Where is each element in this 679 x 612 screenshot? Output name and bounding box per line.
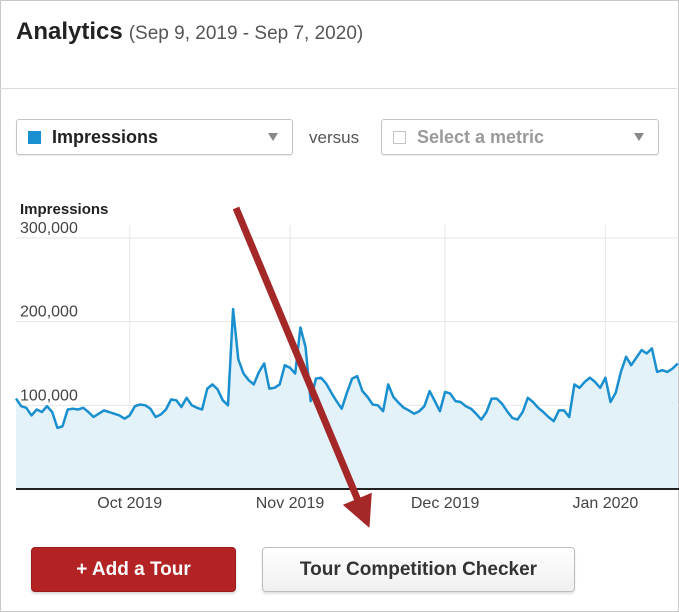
primary-metric-label: Impressions [52,126,159,147]
checkbox-icon [393,130,406,144]
annotation-arrow [232,206,372,528]
chevron-down-icon [268,133,278,141]
date-range: (Sep 9, 2019 - Sep 7, 2020) [128,23,364,44]
metric-color-swatch [28,130,41,144]
x-tick-label: Jan 2020 [572,495,638,512]
y-tick-label: 200,000 [20,304,78,321]
y-tick-label: 300,000 [20,220,78,237]
x-tick-label: Dec 2019 [411,495,480,512]
header-divider [0,88,677,89]
page-title: Analytics [16,18,123,45]
page-header: Analytics (Sep 9, 2019 - Sep 7, 2020) [16,18,363,46]
versus-label: versus [309,128,360,147]
add-tour-button[interactable]: + Add a Tour [31,547,236,592]
secondary-metric-label: Select a metric [417,126,545,147]
x-tick-label: Nov 2019 [256,495,325,512]
series-line [14,307,679,430]
chart-title: Impressions [20,201,109,218]
series-area [16,309,678,489]
x-tick-label: Oct 2019 [97,495,162,512]
tour-competition-checker-button[interactable]: Tour Competition Checker [262,547,575,592]
y-tick-label: 100,000 [20,387,78,404]
secondary-metric-select[interactable]: Select a metric [381,119,659,155]
primary-metric-select[interactable]: Impressions [16,119,293,155]
chevron-down-icon [634,133,644,141]
